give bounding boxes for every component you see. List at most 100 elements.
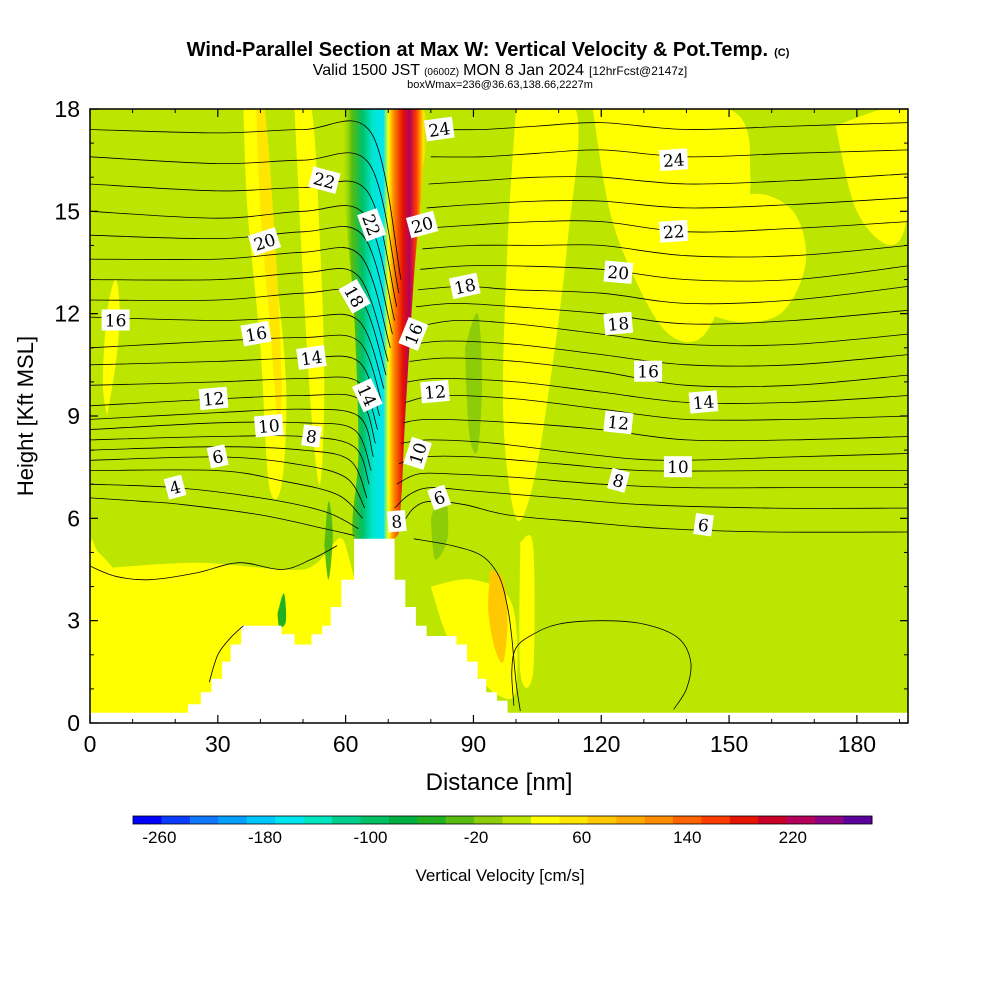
x-tick-label: 90 — [461, 731, 487, 757]
y-tick-label: 3 — [67, 608, 80, 634]
contour-label-24: 10 — [663, 456, 692, 478]
contour-label-box — [386, 509, 407, 533]
contour-label-text: 8 — [305, 427, 319, 448]
contour-label-box — [351, 378, 383, 413]
colorbar-swatch — [758, 816, 788, 824]
colorbar-swatch — [786, 816, 816, 824]
velocity-region-4 — [256, 109, 282, 420]
x-tick-label: 60 — [333, 731, 359, 757]
contour-label-text: 12 — [424, 382, 447, 404]
isoline-22-38 — [426, 197, 908, 209]
contour-label-13: 16 — [240, 320, 272, 347]
isoline-6-3 — [90, 469, 363, 519]
y-axis: 0 3 6 9 12 15 18 — [54, 96, 908, 736]
isoline-20-36 — [422, 244, 908, 258]
colorbar-tick-label: -100 — [353, 828, 387, 847]
contour-label-text: 18 — [607, 314, 630, 336]
contour-label-box — [301, 424, 322, 448]
isoline-16-13 — [90, 313, 385, 389]
colorbar-tick-label: 60 — [572, 828, 591, 847]
contour-label-12: 16 — [101, 309, 130, 332]
contour-label-box — [448, 272, 481, 300]
contour-label-box — [663, 456, 692, 478]
colorbar-swatch — [644, 816, 674, 824]
isoline-3-42 — [90, 545, 338, 581]
contour-label-box — [308, 166, 341, 194]
colorbar-swatch — [729, 816, 759, 824]
isoline-17-14 — [90, 288, 387, 376]
colorbar: -260 -180 -100 -20 60 140 220 — [132, 815, 873, 847]
contour-label-20: 12 — [420, 379, 450, 404]
isoline-10-7 — [90, 421, 372, 471]
isoline-11-8 — [90, 408, 374, 458]
vertical-velocity-field — [90, 109, 908, 723]
isoline-16-32 — [413, 319, 908, 347]
contour-label-18: 14 — [688, 390, 719, 414]
contour-label-box — [296, 345, 327, 370]
contour-label-text: 16 — [105, 312, 127, 332]
x-tick-label: 120 — [582, 731, 620, 757]
colorbar-swatch — [502, 816, 532, 824]
colorbar-swatch — [360, 816, 390, 824]
contour-label-text: 10 — [667, 458, 689, 478]
isoline-21-18 — [90, 205, 395, 321]
chart-title: Wind-Parallel Section at Max W: Vertical… — [187, 39, 790, 61]
chart-subtitle-2: boxWmax=236@36.63,138.66,2227m — [407, 79, 593, 91]
terrain — [90, 538, 908, 723]
colorbar-swatch — [133, 816, 162, 824]
contour-label-box — [253, 414, 284, 438]
colorbar-swatch — [445, 816, 475, 824]
contour-label-text: 12 — [606, 413, 630, 435]
contour-label-text: 6 — [211, 447, 226, 469]
contour-label-text: 24 — [662, 150, 685, 171]
isoline-23-39 — [428, 173, 908, 185]
colorbar-swatch — [559, 816, 589, 824]
contour-label-box — [427, 484, 452, 511]
colorbar-swatch — [616, 816, 646, 824]
colorbar-label: Vertical Velocity [cm/s] — [415, 866, 584, 885]
contour-label-14: 16 — [398, 316, 429, 351]
colorbar-swatch — [303, 816, 333, 824]
colorbar-swatch — [843, 816, 873, 824]
contour-label-26: 8 — [607, 467, 630, 493]
contour-label-box — [405, 210, 439, 239]
y-tick-label: 9 — [67, 403, 80, 429]
contour-label-box — [247, 227, 282, 256]
contour-label-15: 16 — [634, 360, 663, 383]
contour-label-25: 8 — [301, 424, 322, 448]
colorbar-swatch — [530, 816, 560, 824]
contour-label-box — [607, 467, 630, 493]
colorbar-swatch — [161, 816, 191, 824]
colorbar-swatch — [673, 816, 702, 824]
contour-label-16: 14 — [296, 345, 327, 370]
x-tick-label: 180 — [838, 731, 876, 757]
colorbar-swatch — [587, 816, 617, 824]
colorbar-frame — [132, 815, 873, 825]
velocity-region-16 — [324, 501, 333, 580]
colorbar-swatch — [275, 816, 305, 824]
isoline-15-12 — [90, 334, 383, 403]
isoline-8-24 — [396, 472, 908, 489]
contour-label-text: 8 — [610, 471, 626, 493]
contour-label-box — [240, 320, 272, 347]
contour-label-box — [198, 386, 229, 411]
y-tick-label: 0 — [67, 710, 80, 736]
velocity-region-11 — [488, 569, 508, 663]
contour-label-box — [688, 390, 719, 414]
isoline-9-6 — [90, 435, 370, 485]
contour-label-21: 12 — [603, 410, 634, 435]
colorbar-swatch — [218, 816, 248, 824]
contour-label-11: 18 — [603, 311, 634, 336]
velocity-region-13 — [90, 539, 142, 718]
contour-label-2: 24 — [658, 148, 689, 172]
colorbar-swatch — [246, 816, 276, 824]
contour-label-text: 22 — [662, 222, 685, 243]
isoline-13-29 — [407, 378, 908, 404]
y-tick-label: 12 — [54, 301, 80, 327]
x-axis: 0 30 60 90 120 150 180 — [84, 109, 900, 757]
isoline-6-22 — [392, 500, 908, 533]
velocity-region-12 — [519, 535, 535, 688]
isoline-20-17 — [90, 226, 393, 335]
x-tick-label: 30 — [205, 731, 231, 757]
